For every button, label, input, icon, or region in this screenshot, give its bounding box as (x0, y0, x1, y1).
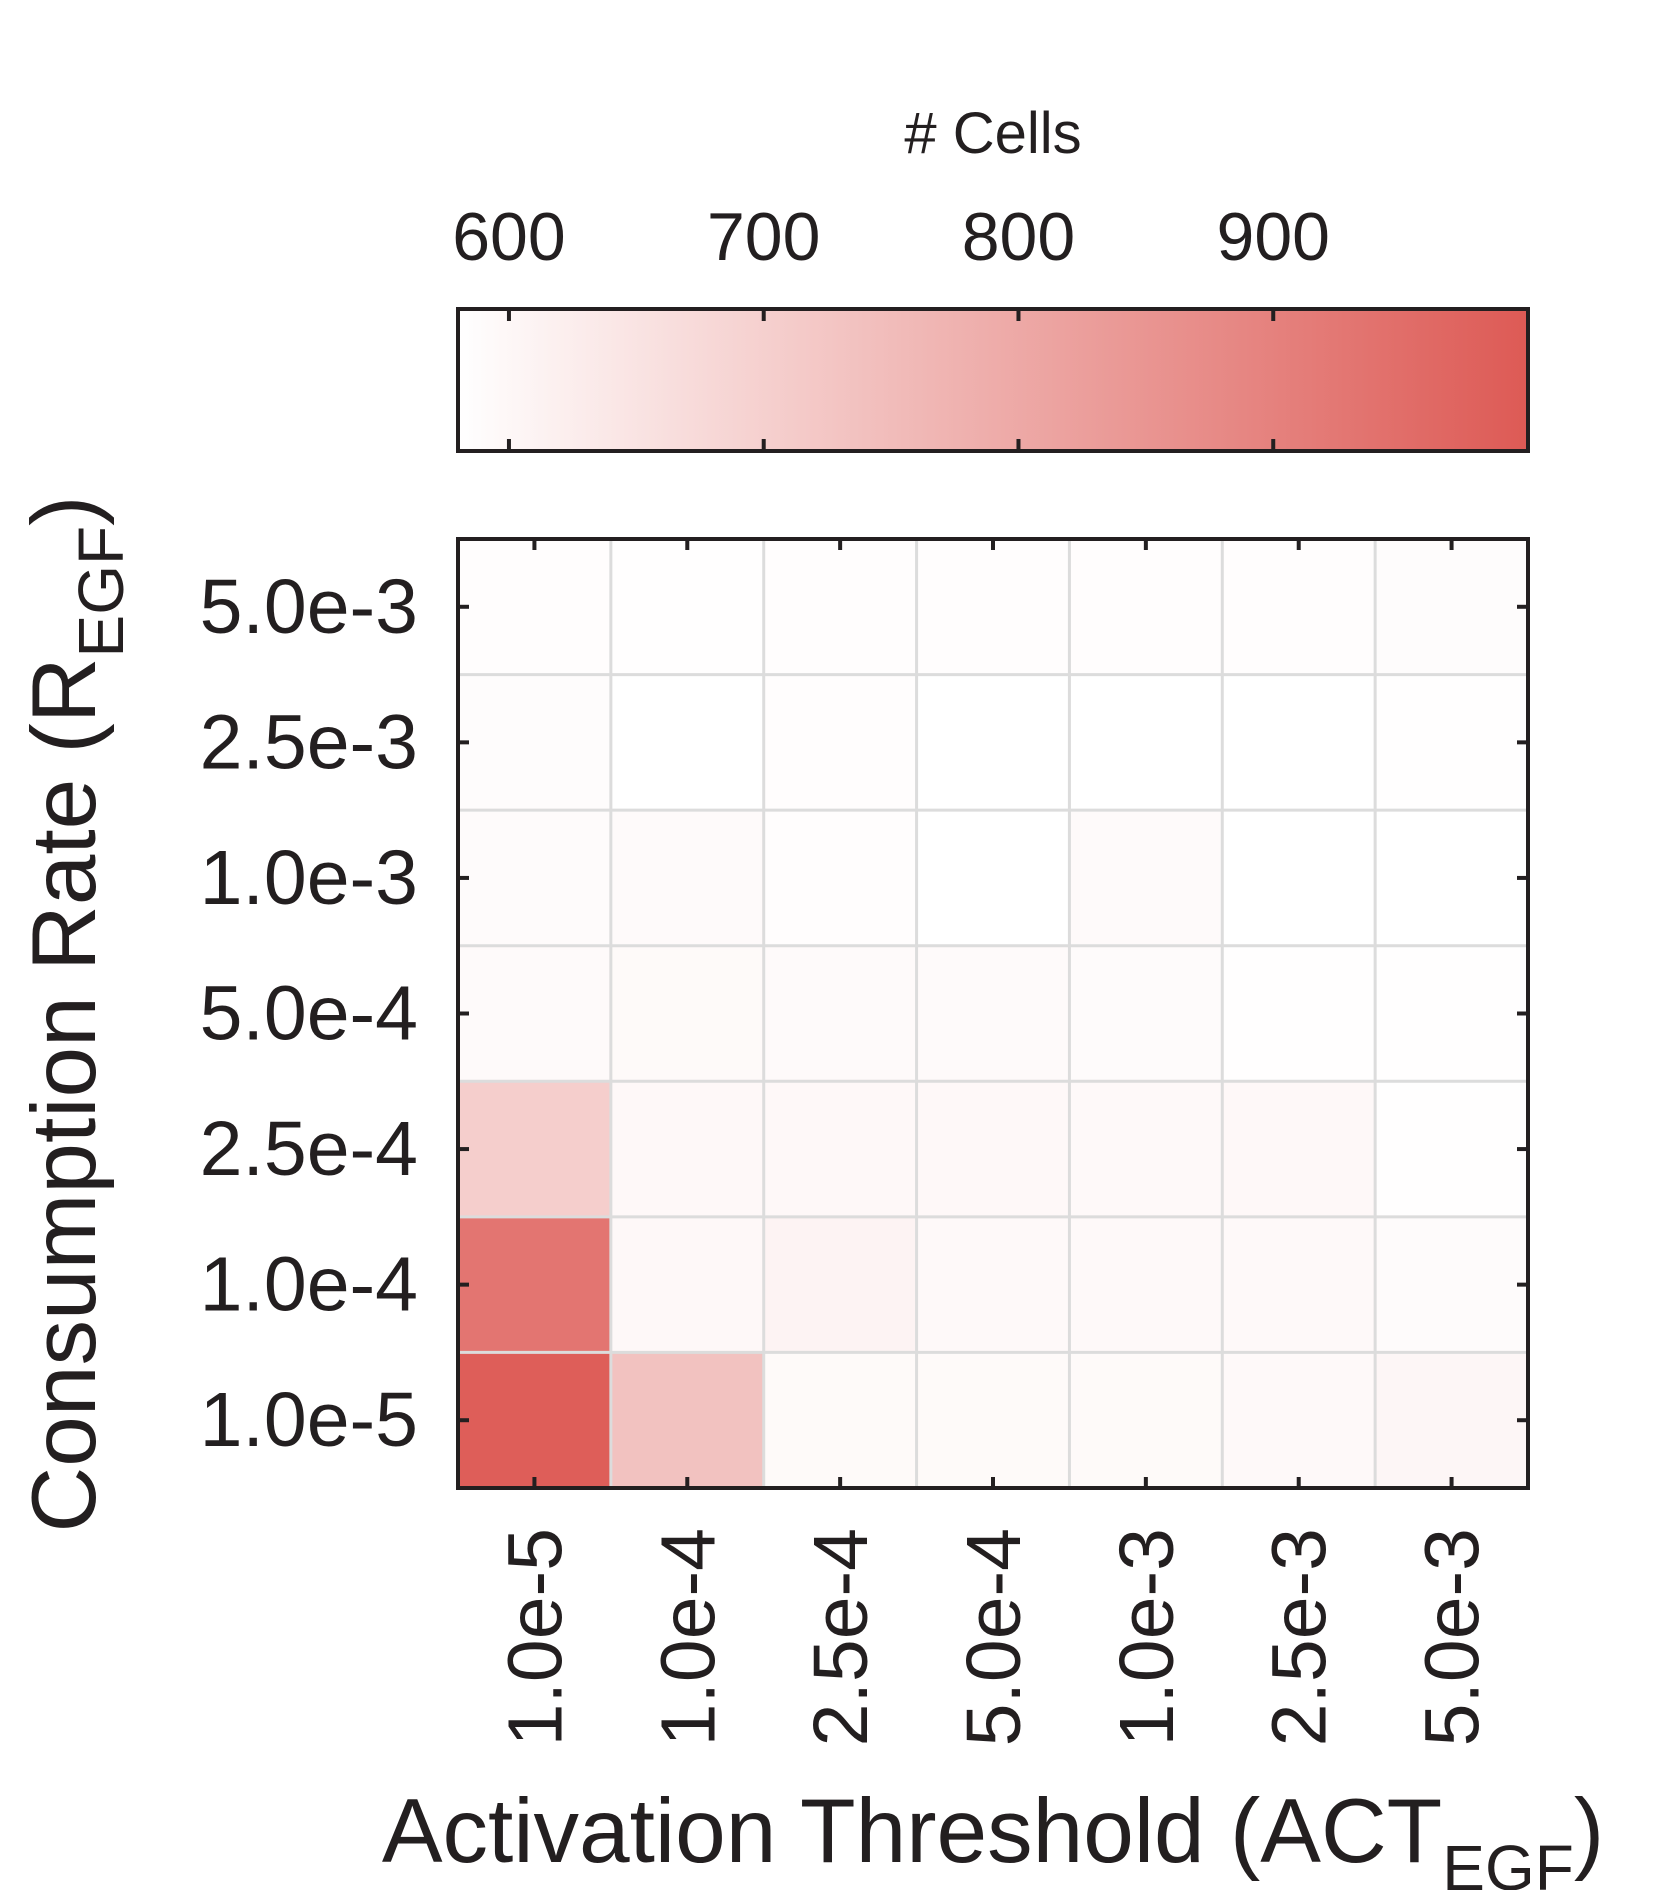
y-tick-label: 1.0e-5 (200, 1377, 418, 1463)
heatmap-cell (610, 539, 765, 676)
heatmap-cell (1222, 539, 1376, 676)
colorbar-ticks (506, 309, 1276, 451)
heatmap-cell (1375, 810, 1529, 947)
colorbar-tick-labels: 600 700 800 900 (452, 199, 1330, 275)
heatmap-cell (1069, 539, 1223, 676)
heatmap-cell (610, 1216, 765, 1353)
y-tick-label: 5.0e-4 (200, 971, 418, 1057)
heatmap-cell (1375, 539, 1529, 676)
heatmap-cells (458, 539, 1529, 1489)
heatmap-cell (1069, 945, 1223, 1082)
x-tick-label: 2.5e-4 (798, 1528, 884, 1746)
x-tick-label: 1.0e-4 (645, 1528, 731, 1746)
heatmap-cell (916, 945, 1070, 1082)
heatmap-cell (458, 1216, 612, 1353)
heatmap-cell (763, 1352, 918, 1489)
heatmap-cell (458, 810, 612, 947)
heatmap-cell (1222, 1216, 1376, 1353)
colorbar-label: # Cells (904, 101, 1081, 166)
heatmap-cell (916, 674, 1070, 811)
heatmap-cell (763, 539, 918, 676)
colorbar-tick-label: 600 (452, 199, 565, 275)
y-tick-label: 5.0e-3 (200, 564, 418, 650)
heatmap-cell (763, 945, 918, 1082)
heatmap-cell (610, 810, 765, 947)
heatmap-cell (1069, 674, 1223, 811)
heatmap-cell (1222, 1081, 1376, 1218)
y-axis-label: Consumption Rate (REGF) (14, 496, 137, 1533)
y-tick-label: 2.5e-3 (200, 699, 418, 785)
colorbar-gradient (456, 307, 1530, 453)
heatmap-cell (1375, 1352, 1529, 1489)
heatmap-cell (1375, 674, 1529, 811)
x-tick-label: 5.0e-3 (1410, 1528, 1496, 1746)
x-tick-labels: 1.0e-5 1.0e-4 2.5e-4 5.0e-4 1.0e-3 2.5e-3 5.0e… (492, 1528, 1495, 1746)
heatmap-cell (458, 1081, 612, 1218)
y-tick-label: 1.0e-3 (200, 835, 418, 921)
heatmap-cell (610, 945, 765, 1082)
heatmap-cell (1069, 1216, 1223, 1353)
heatmap-cell (763, 1081, 918, 1218)
heatmap-cell (916, 810, 1070, 947)
x-tick-label: 1.0e-3 (1104, 1528, 1190, 1746)
heatmap-cell (763, 674, 918, 811)
heatmap-cell (1375, 1081, 1529, 1218)
colorbar: # Cells 600 700 800 900 (452, 101, 1530, 453)
heatmap-cell (916, 1216, 1070, 1353)
heatmap-gridlines (458, 539, 1528, 1488)
heatmap-cell (1069, 810, 1223, 947)
heatmap-cell (1375, 945, 1529, 1082)
y-tick-label: 2.5e-4 (200, 1106, 418, 1192)
x-tick-label: 2.5e-3 (1257, 1528, 1343, 1746)
x-axis-label: Activation Threshold (ACTEGF) (382, 1781, 1604, 1890)
heatmap-cell (1069, 1352, 1223, 1489)
heatmap-cell (1222, 674, 1376, 811)
heatmap-cell (916, 1081, 1070, 1218)
heatmap-plot: 5.0e-32.5e-31.0e-35.0e-42.5e-41.0e-41.0e… (200, 537, 1530, 1746)
x-tick-label: 5.0e-4 (951, 1528, 1037, 1746)
heatmap-cell (458, 1352, 612, 1489)
heatmap-cell (610, 1081, 765, 1218)
heatmap-cell (458, 539, 612, 676)
heatmap-cell (1375, 1216, 1529, 1353)
heatmap-cell (916, 539, 1070, 676)
heatmap-cell (916, 1352, 1070, 1489)
heatmap-cell (1069, 1081, 1223, 1218)
heatmap-cell (1222, 810, 1376, 947)
y-tick-label: 1.0e-4 (200, 1242, 418, 1328)
y-tick-labels: 5.0e-3 2.5e-3 1.0e-3 5.0e-4 2.5e-4 1.0e-4 1.0e… (200, 564, 418, 1463)
colorbar-tick-label: 800 (962, 199, 1075, 275)
heatmap-cell (763, 810, 918, 947)
x-tick-label: 1.0e-5 (492, 1528, 578, 1746)
heatmap-cell (458, 945, 612, 1082)
heatmap-cell (610, 674, 765, 811)
heatmap-cell (1222, 945, 1376, 1082)
colorbar-tick-label: 700 (707, 199, 820, 275)
heatmap-cell (610, 1352, 765, 1489)
heatmap-cell (763, 1216, 918, 1353)
colorbar-tick-label: 900 (1217, 199, 1330, 275)
axis-ticks (458, 539, 1528, 1488)
heatmap-cell (1222, 1352, 1376, 1489)
heatmap-cell (458, 674, 612, 811)
